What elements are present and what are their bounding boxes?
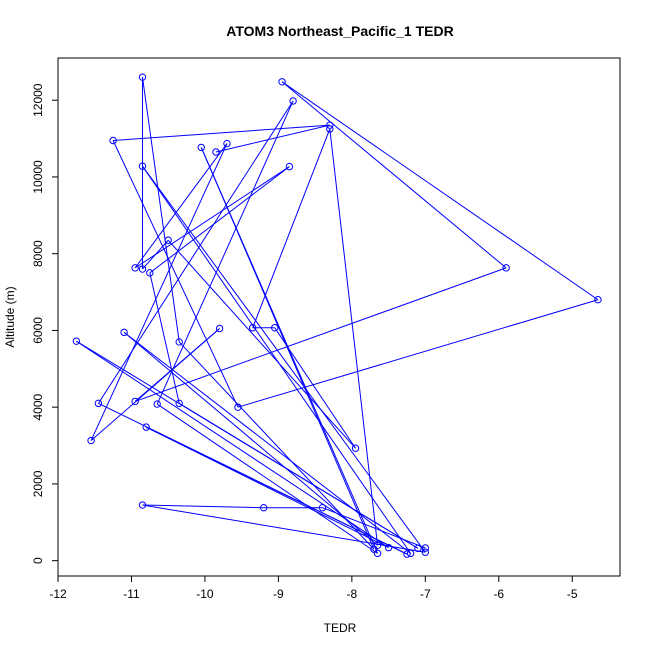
y-axis-label: Altitude (m)	[3, 286, 17, 347]
series-segment	[281, 81, 507, 269]
series-segment	[329, 128, 379, 546]
series-segment	[134, 143, 228, 269]
series-segment	[141, 77, 180, 343]
y-tick-label: 2000	[31, 470, 45, 497]
data-point	[326, 125, 334, 133]
y-tick-label: 12000	[31, 83, 45, 117]
data-point	[421, 548, 430, 556]
data-point	[175, 399, 183, 408]
x-tick-label: -10	[196, 587, 214, 601]
data-point	[164, 236, 172, 244]
series-segment	[156, 100, 294, 405]
chart-title: ATOM3 Northeast_Pacific_1 TEDR	[226, 23, 453, 39]
series-segment	[123, 331, 378, 546]
data-point	[138, 73, 147, 81]
series-segment	[112, 140, 239, 408]
data-point	[594, 296, 602, 304]
data-point	[215, 324, 224, 333]
data-point	[138, 162, 147, 170]
series-segment	[274, 327, 356, 449]
x-tick-label: -6	[493, 587, 504, 601]
x-axis: -12 -11 -10 -9 -8 -7 -6 -5	[49, 575, 578, 601]
series-segment	[90, 328, 220, 441]
data-point	[318, 504, 327, 512]
data-point	[72, 337, 81, 345]
data-point	[138, 265, 147, 273]
data-point	[142, 423, 150, 431]
x-tick-label: -8	[347, 587, 358, 601]
data-point	[289, 97, 297, 105]
x-tick-label: -7	[420, 587, 431, 601]
series-segment	[215, 124, 330, 153]
data-point	[131, 264, 139, 272]
series-segment	[76, 340, 419, 549]
data-point	[373, 541, 382, 550]
data-point	[502, 264, 510, 272]
data-point	[212, 148, 220, 156]
series-segment	[113, 124, 330, 141]
data-point	[153, 400, 161, 408]
series-segment	[142, 239, 169, 270]
y-tick-label: 0	[31, 557, 45, 564]
data-point	[146, 269, 154, 277]
data-point	[175, 338, 183, 346]
data-point	[414, 544, 422, 553]
series-segment	[322, 507, 426, 549]
data-point	[109, 136, 117, 145]
series-segment	[134, 166, 290, 269]
series-segment	[76, 340, 389, 549]
series-segment	[142, 504, 426, 553]
data-point	[87, 436, 95, 445]
series-segment	[142, 504, 264, 509]
data-point	[421, 544, 430, 552]
series-segment	[90, 143, 228, 441]
data-point	[120, 328, 128, 337]
data-point	[278, 78, 286, 86]
data-point	[138, 501, 147, 509]
series-segment	[123, 331, 411, 554]
series-layer	[72, 73, 602, 558]
series-segment	[142, 165, 412, 554]
y-axis: 0 2000 4000 6000 8000 10000 12000	[31, 83, 59, 564]
x-axis-label: TEDR	[324, 621, 357, 635]
data-point	[94, 399, 103, 408]
x-tick-label: -9	[273, 587, 284, 601]
data-point	[370, 545, 378, 553]
data-point	[384, 543, 393, 552]
data-point	[406, 549, 415, 558]
y-tick-label: 4000	[31, 394, 45, 421]
data-point	[234, 403, 242, 411]
data-point	[285, 162, 294, 171]
data-point	[326, 121, 334, 129]
series-segment	[200, 147, 375, 550]
data-point	[248, 324, 257, 332]
series-segment	[149, 272, 180, 404]
y-tick-label: 8000	[31, 240, 45, 267]
data-point	[259, 504, 268, 512]
x-tick-label: -5	[567, 587, 578, 601]
data-point	[271, 324, 279, 332]
y-tick-label: 10000	[31, 160, 45, 194]
series-segment	[134, 267, 507, 402]
series-segment	[142, 165, 426, 553]
x-tick-label: -12	[49, 587, 67, 601]
data-point	[197, 143, 205, 152]
series-segment	[149, 166, 290, 274]
series-segment	[97, 100, 294, 404]
data-point	[131, 397, 139, 406]
data-point	[223, 139, 231, 148]
x-tick-label: -11	[123, 587, 140, 601]
series-segment	[156, 403, 378, 554]
series-segment	[237, 299, 599, 408]
series-segment	[281, 81, 599, 301]
series-segment	[252, 128, 331, 328]
data-point	[373, 549, 382, 558]
series-segment	[167, 239, 356, 449]
data-point	[403, 550, 411, 558]
data-point	[351, 444, 360, 452]
y-tick-label: 6000	[31, 317, 45, 344]
